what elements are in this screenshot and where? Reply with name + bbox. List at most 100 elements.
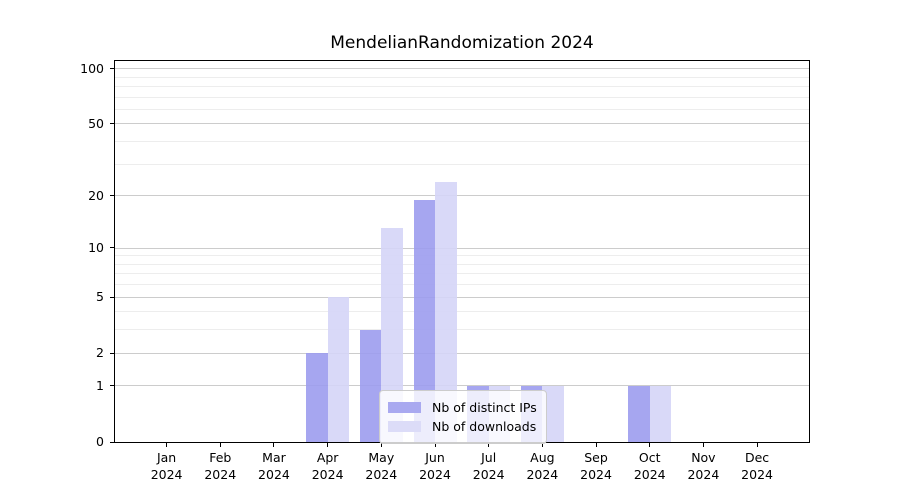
- y-axis-tick: [110, 385, 114, 387]
- bar-downloads-aug: [542, 385, 564, 442]
- x-tick-month: Jan: [156, 450, 177, 465]
- y-axis-tick: [110, 296, 114, 298]
- major-gridline: [115, 247, 809, 249]
- bar-distinct-ips-may: [359, 329, 382, 442]
- x-axis-tick-label: Dec 2024: [729, 450, 785, 483]
- major-gridline: [115, 68, 809, 70]
- legend-swatch-downloads: [388, 421, 421, 432]
- minor-gridline: [115, 273, 809, 275]
- y-axis-tick: [110, 68, 114, 70]
- legend-label-distinct-ips: Nb of distinct IPs: [432, 400, 537, 415]
- x-axis-tick: [649, 443, 651, 447]
- legend-swatch-distinct-ips: [388, 402, 421, 413]
- y-axis-tick: [110, 247, 114, 249]
- bar-downloads-may: [381, 228, 403, 442]
- x-tick-year: 2024: [311, 466, 344, 482]
- x-tick-year: 2024: [580, 466, 612, 482]
- bar-downloads-oct: [649, 385, 672, 442]
- x-axis-tick-label: Sep 2024: [568, 450, 624, 483]
- minor-gridline: [115, 255, 809, 257]
- x-tick-year: 2024: [741, 466, 773, 482]
- y-axis-tick-label: 100: [80, 60, 104, 76]
- bar-distinct-ips-jun: [413, 199, 435, 442]
- x-axis-tick: [380, 443, 382, 447]
- y-axis-tick: [110, 352, 114, 354]
- minor-gridline: [115, 311, 809, 313]
- x-axis-tick: [273, 443, 275, 447]
- major-gridline: [115, 195, 809, 197]
- x-axis-tick-label: Jun 2024: [407, 450, 463, 483]
- minor-gridline: [115, 284, 809, 286]
- x-tick-month: Mar: [262, 450, 286, 465]
- y-axis-tick-label: 0: [96, 434, 104, 449]
- minor-gridline: [115, 85, 809, 87]
- x-axis-tick: [702, 443, 704, 447]
- x-axis-tick: [541, 443, 543, 447]
- x-tick-month: Oct: [638, 450, 661, 465]
- x-axis-tick: [488, 443, 490, 447]
- y-axis-tick-label: 50: [88, 115, 104, 131]
- x-tick-year: 2024: [472, 466, 505, 482]
- x-axis-tick: [595, 443, 597, 447]
- x-tick-year: 2024: [258, 466, 290, 482]
- major-gridline: [115, 352, 809, 354]
- x-tick-year: 2024: [687, 466, 720, 482]
- x-tick-month: Jun: [425, 450, 445, 465]
- x-tick-year: 2024: [204, 466, 237, 482]
- y-axis-tick-label: 20: [88, 187, 104, 203]
- x-tick-month: Feb: [209, 450, 232, 465]
- major-gridline: [115, 123, 809, 125]
- y-axis-tick: [110, 195, 114, 197]
- x-axis-tick-label: Jan 2024: [139, 450, 195, 483]
- minor-gridline: [115, 141, 809, 143]
- x-axis-tick-label: Mar 2024: [246, 450, 302, 483]
- x-tick-year: 2024: [633, 466, 666, 482]
- y-axis-tick-label: 2: [96, 345, 104, 361]
- x-axis-tick-label: Jul 2024: [461, 450, 517, 483]
- x-axis-tick-label: Feb 2024: [192, 450, 248, 483]
- minor-gridline: [115, 76, 809, 78]
- x-axis-tick: [219, 443, 221, 447]
- bar-distinct-ips-oct: [628, 385, 650, 442]
- major-gridline: [115, 385, 809, 387]
- y-axis-tick: [110, 123, 114, 125]
- legend: Nb of distinct IPs Nb of downloads: [379, 390, 547, 444]
- x-axis-tick: [166, 443, 168, 447]
- minor-gridline: [115, 263, 809, 265]
- x-tick-month: Sep: [584, 450, 608, 465]
- legend-item-distinct-ips: Nb of distinct IPs: [388, 399, 537, 416]
- x-tick-month: May: [368, 450, 395, 465]
- x-tick-month: Nov: [691, 450, 716, 465]
- plot-canvas: [115, 61, 809, 442]
- bar-downloads-apr: [327, 297, 350, 442]
- y-axis-tick-label: 5: [96, 289, 104, 305]
- x-tick-month: Jul: [481, 450, 497, 465]
- legend-label-downloads: Nb of downloads: [432, 419, 537, 434]
- y-axis-tick-label: 10: [88, 239, 104, 255]
- x-axis-tick-label: May 2024: [353, 450, 409, 483]
- x-axis-tick: [434, 443, 436, 447]
- bar-downloads-jun: [435, 181, 457, 442]
- x-tick-month: Dec: [744, 450, 770, 465]
- y-axis-tick: [110, 441, 114, 443]
- x-tick-year: 2024: [150, 466, 183, 482]
- x-tick-month: Apr: [316, 450, 339, 465]
- x-tick-year: 2024: [526, 466, 559, 482]
- chart-title: MendelianRandomization 2024: [330, 33, 594, 53]
- x-tick-month: Aug: [530, 450, 555, 465]
- x-axis-tick-label: Aug 2024: [514, 450, 570, 483]
- bar-distinct-ips-apr: [306, 353, 328, 442]
- minor-gridline: [115, 108, 809, 110]
- plot-area: Nb of distinct IPs Nb of downloads: [114, 60, 810, 444]
- legend-item-downloads: Nb of downloads: [388, 418, 537, 435]
- minor-gridline: [115, 96, 809, 98]
- y-axis-tick-label: 1: [96, 377, 104, 393]
- x-tick-year: 2024: [419, 466, 451, 482]
- minor-gridline: [115, 329, 809, 331]
- minor-gridline: [115, 163, 809, 165]
- x-axis-tick-label: Apr 2024: [300, 450, 356, 483]
- x-axis-tick: [756, 443, 758, 447]
- major-gridline: [115, 296, 809, 298]
- x-axis-tick: [327, 443, 329, 447]
